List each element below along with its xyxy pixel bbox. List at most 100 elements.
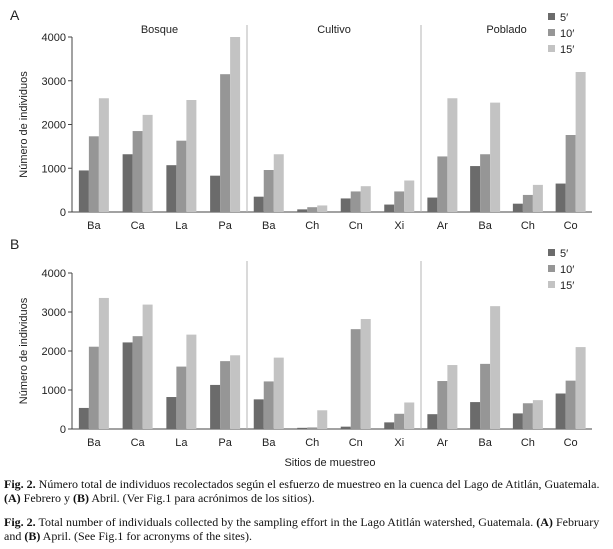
- panel-a-legend-swatch: [548, 45, 555, 52]
- panel-b-ytick-label: 4000: [42, 268, 66, 280]
- panel-b-bar: [565, 380, 576, 429]
- panel-a-category-label: Ch: [521, 220, 535, 232]
- panel-b-bar: [132, 336, 143, 429]
- panel-b-bar: [340, 426, 351, 429]
- panel-b-category-label: Ch: [521, 437, 535, 449]
- panel-b-ytick-label: 3000: [42, 307, 66, 319]
- panel-a-bar: [575, 72, 586, 212]
- panel-b-bar: [210, 384, 221, 429]
- panel-a-bar: [273, 154, 284, 212]
- panel-b-bar: [522, 403, 533, 429]
- panel-a-bar: [132, 131, 143, 212]
- panel-b-ytick-label: 0: [60, 424, 66, 436]
- panel-b-bar: [575, 347, 586, 429]
- panel-a-bar: [142, 114, 153, 212]
- panel-a-category-label: Cn: [349, 220, 363, 232]
- panel-b-bar: [480, 363, 491, 429]
- panel-a-bar: [512, 203, 523, 212]
- panel-b-label: B: [10, 236, 19, 252]
- caption-es-fig: Fig. 2.: [4, 477, 36, 491]
- panel-b-category-label: Ba: [262, 437, 276, 449]
- caption-en-post: April. (See Fig.1 for acronyms of the si…: [40, 528, 252, 543]
- panel-a-ytick-label: 4000: [42, 32, 66, 44]
- panel-b-category-label: Ca: [131, 437, 146, 449]
- panel-a-group-title: Cultivo: [317, 24, 351, 36]
- panel-b-category-label: Co: [564, 437, 578, 449]
- caption-es-post: Abril. (Ver Fig.1 para acrónimos de los …: [89, 490, 315, 505]
- panel-a-category-label: Ba: [262, 220, 276, 232]
- panel-a-bar: [470, 166, 481, 212]
- panel-b-bar: [230, 355, 241, 429]
- panel-b-xlabel: Sitios de muestreo: [284, 457, 375, 469]
- panel-b-legend-swatch: [548, 265, 555, 272]
- panel-a-bar: [186, 100, 197, 212]
- panel-a-ylabel: Número de individuos: [18, 71, 30, 178]
- panel-b-bar: [142, 304, 153, 429]
- figure-svg: A Número de individuos 0 1000 2000 3000 4000 Bo…: [10, 7, 592, 469]
- caption-en-b: (B): [24, 528, 41, 543]
- panel-b-bar: [470, 402, 481, 429]
- panel-a-bar: [522, 194, 533, 212]
- panel-a-bar: [480, 154, 491, 212]
- panel-a-bar: [88, 136, 99, 212]
- panel-b-bar: [384, 422, 395, 429]
- panel-b-category-label: Ar: [437, 437, 448, 449]
- panel-b-ytick-label: 2000: [42, 346, 66, 358]
- panel-b-bar: [166, 397, 177, 429]
- caption-en-a: (A): [536, 515, 553, 529]
- panel-a-ytick-label: 3000: [42, 76, 66, 88]
- panel-a-bar: [230, 37, 241, 212]
- panel-a-legend-label: 5′: [560, 12, 568, 24]
- panel-b-bar: [253, 399, 264, 429]
- panel-b-bar: [122, 342, 133, 429]
- panel-b-bar: [307, 427, 318, 429]
- panel-a-category-label: Ba: [478, 220, 492, 232]
- panel-b-legend-swatch: [548, 281, 555, 288]
- panel-a-bar: [555, 183, 566, 212]
- panel-a-bar: [253, 196, 264, 212]
- panel-b-bar: [350, 329, 361, 429]
- panel-a-category-label: Ch: [305, 220, 319, 232]
- caption-spanish: Fig. 2. Número total de individuos recol…: [4, 477, 610, 505]
- panel-a-bar: [404, 180, 415, 212]
- panel-a-bar: [122, 154, 133, 212]
- panel-b-bar: [394, 413, 405, 429]
- panel-b-legend-label: 5′: [560, 248, 568, 260]
- panel-b-bar: [317, 410, 328, 429]
- panel-a-bar: [447, 98, 458, 212]
- panel-b-bar: [360, 319, 371, 429]
- panel-b-bar: [555, 393, 566, 429]
- panel-b-category-label: Ba: [87, 437, 101, 449]
- panel-a-ytick-label: 1000: [42, 163, 66, 175]
- panel-a-bar: [350, 191, 361, 212]
- panel-a-bar: [427, 197, 438, 212]
- panel-a-bar: [394, 191, 405, 212]
- panel-b-bar: [437, 381, 448, 429]
- caption-es-b: (B): [73, 490, 89, 505]
- caption-en-pre: Total number of individuals collected by…: [35, 515, 537, 529]
- panel-a-legend-label: 10′: [560, 28, 574, 40]
- caption-en-mid: February and: [4, 515, 600, 543]
- panel-b-legend-label: 15′: [560, 280, 574, 292]
- panel-a-ytick-label: 0: [60, 207, 66, 219]
- panel-a-bar: [384, 204, 395, 212]
- panel-a-bar: [307, 207, 318, 212]
- panel-b-bar: [427, 414, 438, 429]
- panel-a-bar: [78, 170, 89, 212]
- panel-a-bar: [210, 175, 221, 212]
- panel-b-legend-label: 10′: [560, 264, 574, 276]
- panel-b-bar: [263, 381, 274, 429]
- panel-a-group-title: Poblado: [486, 24, 526, 36]
- panel-a-bar: [532, 184, 543, 212]
- panel-a-category-label: La: [175, 220, 188, 232]
- panel-b-bar: [297, 427, 308, 429]
- panel-b-bar: [404, 402, 415, 429]
- caption-es-pre: Número total de individuos recolectados …: [35, 477, 600, 491]
- caption-en-fig: Fig. 2.: [4, 515, 36, 529]
- panel-b-ylabel: Número de individuos: [18, 297, 30, 404]
- panel-a-bar: [565, 135, 576, 212]
- panel-a-category-label: Ar: [437, 220, 448, 232]
- panel-a-category-label: Ca: [131, 220, 146, 232]
- panel-a-ytick-label: 2000: [42, 120, 66, 132]
- panel-b-bar: [186, 334, 197, 429]
